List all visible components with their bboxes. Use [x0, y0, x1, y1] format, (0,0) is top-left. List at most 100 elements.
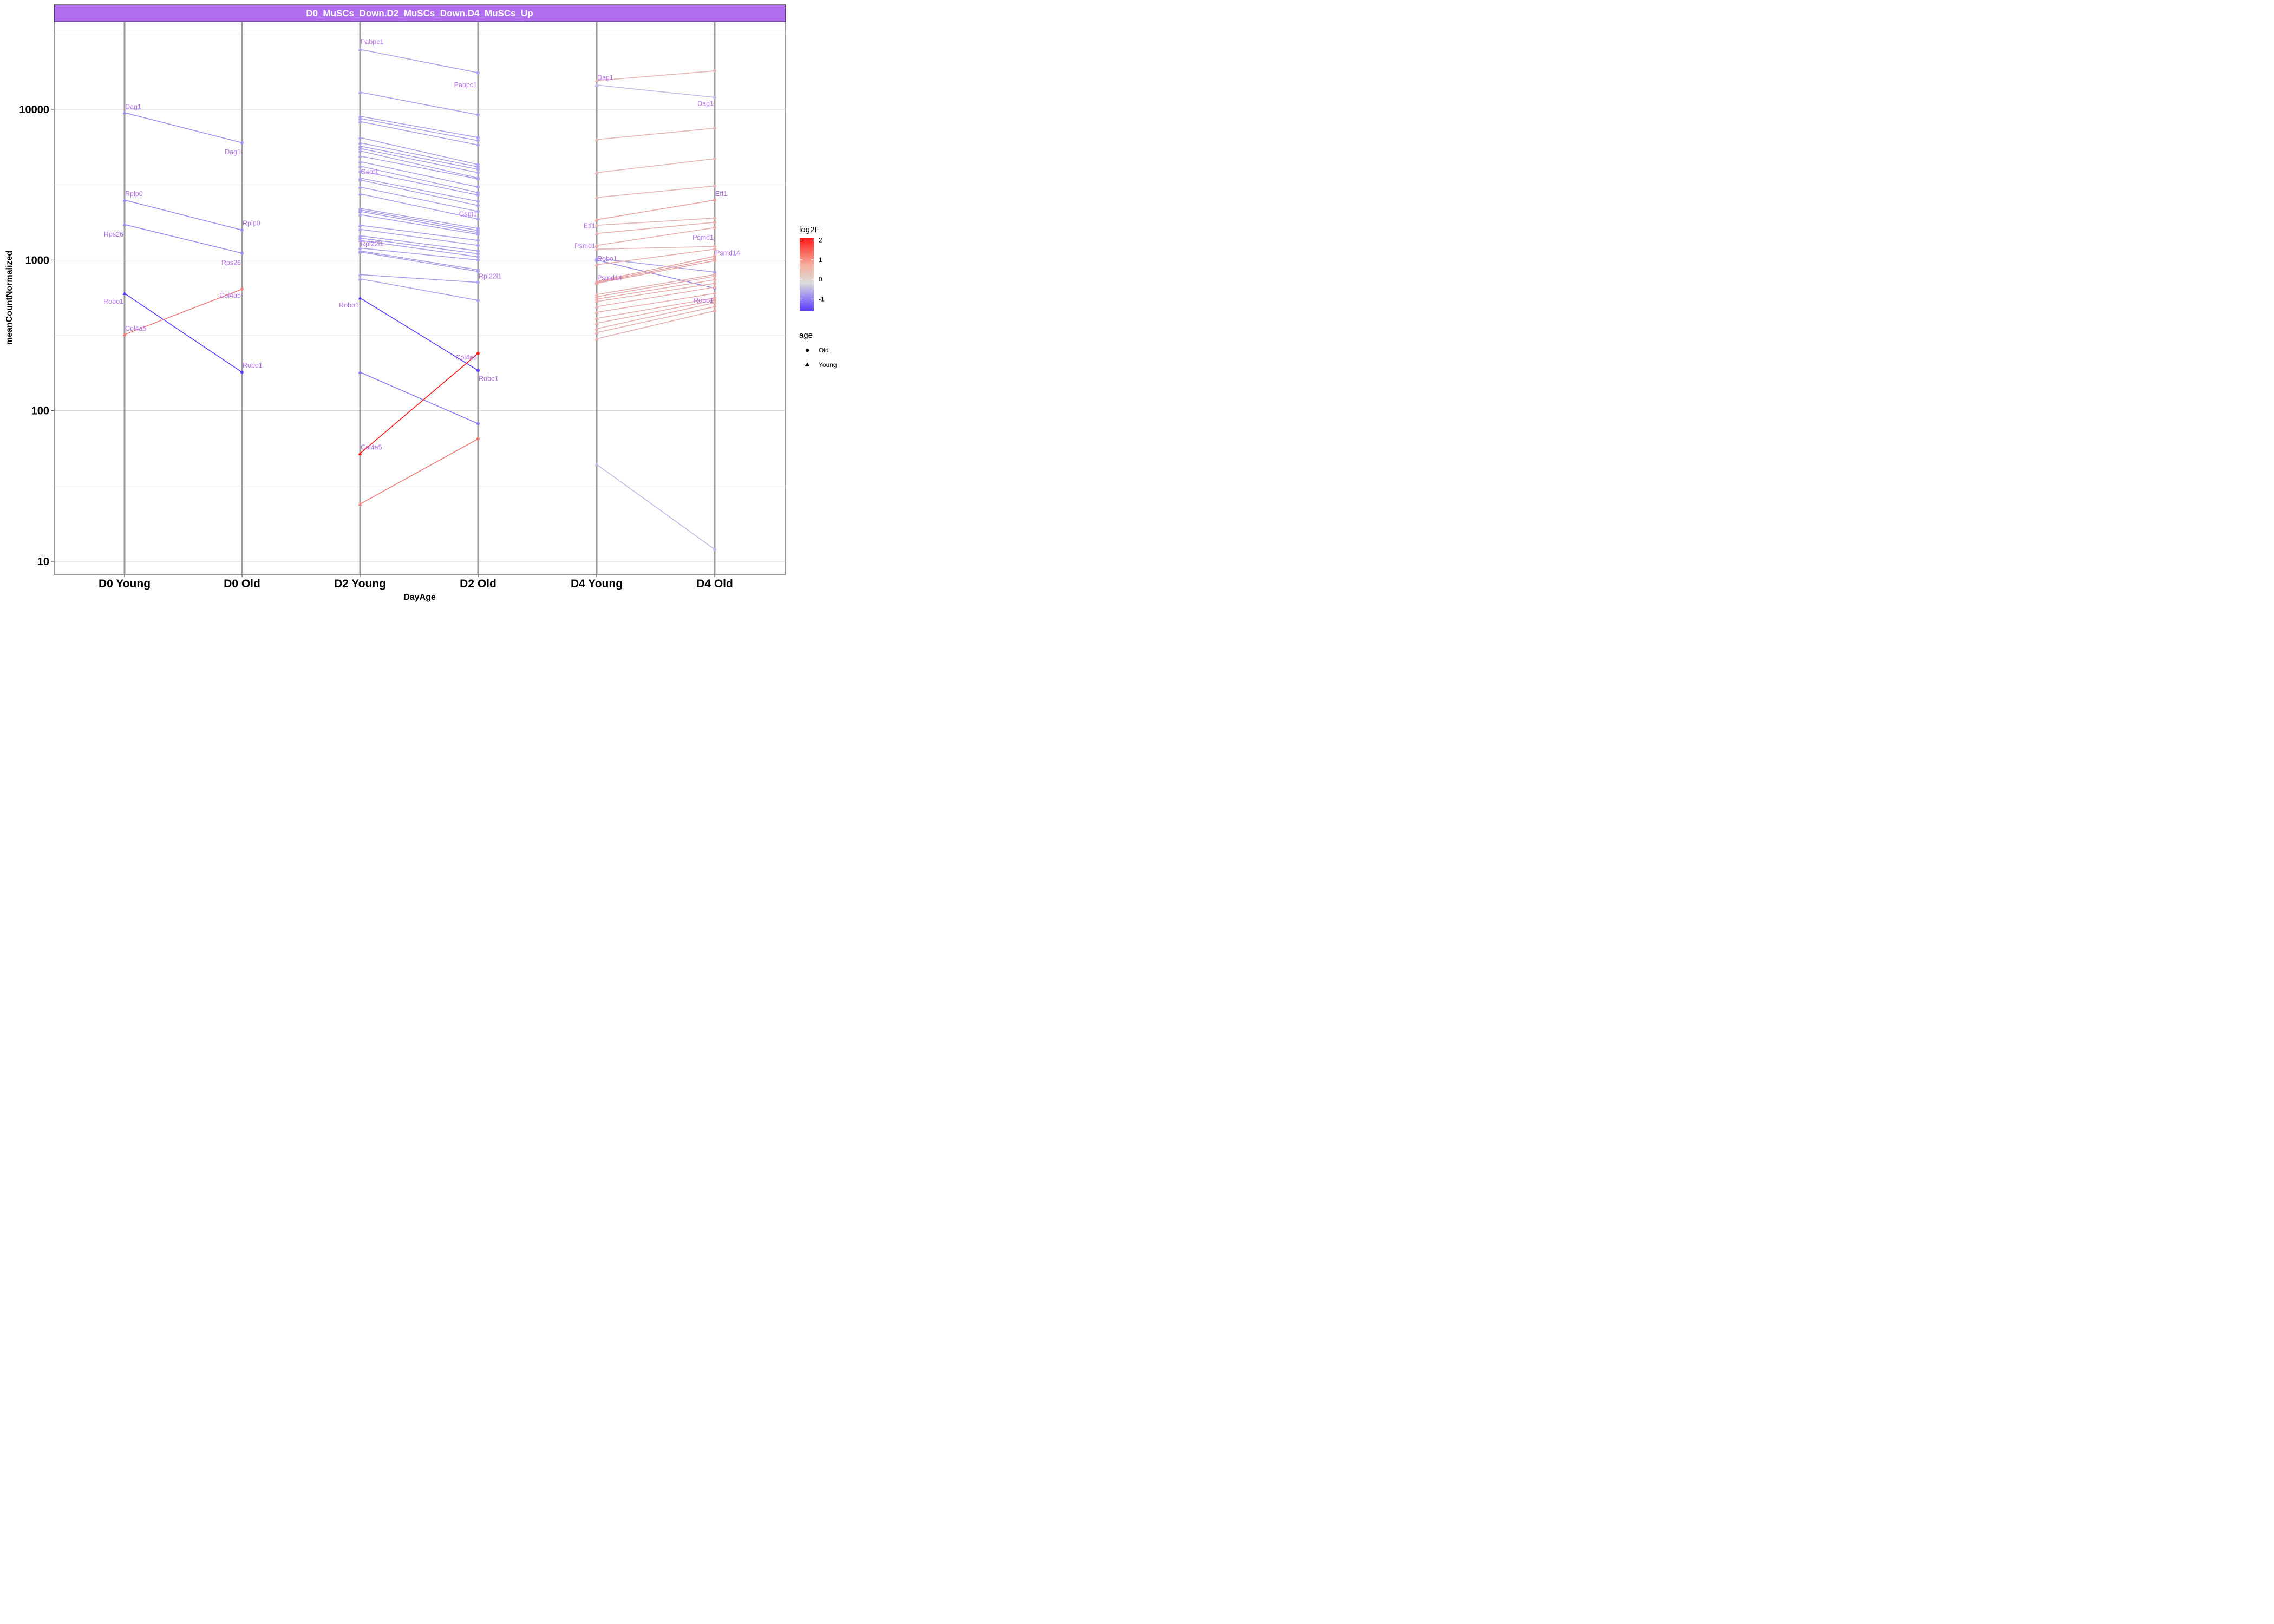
- data-point-young: [358, 212, 362, 217]
- gene-labels: Dag1 Dag1 Rplp0 Rps26 Rplp0 Rps26 Robo1 Col4a5 C…: [103, 38, 740, 451]
- plot-panel: [54, 21, 786, 575]
- data-point-young: [594, 263, 599, 266]
- data-point-young: [358, 119, 362, 123]
- data-point-young: [122, 291, 127, 295]
- gene-label: Rplp0: [125, 190, 143, 198]
- data-point-old: [713, 305, 716, 309]
- x-tick-label: D2 Young: [334, 578, 386, 590]
- series-line: [360, 211, 479, 233]
- gene-label: Etf1: [715, 190, 727, 198]
- data-point-old: [713, 198, 716, 202]
- data-point-old: [240, 370, 244, 374]
- gene-label: Rpl22l1: [479, 272, 501, 280]
- data-point-old: [713, 69, 716, 73]
- y-axis: 10 100 1000 10000: [19, 104, 54, 568]
- series-line: [360, 250, 479, 271]
- legend-color: log2F 2 1 0 -1: [799, 225, 825, 311]
- data-point-young: [358, 227, 362, 231]
- data-point-young: [358, 370, 362, 374]
- data-point-young: [358, 185, 362, 189]
- gene-label: Robo1: [103, 298, 123, 305]
- data-point-old: [476, 437, 480, 441]
- data-point-old: [240, 228, 244, 232]
- data-point-old: [240, 287, 244, 291]
- series-line: [596, 310, 715, 339]
- data-point-old: [476, 136, 480, 140]
- data-point-old: [713, 216, 716, 220]
- series-line: [596, 464, 715, 550]
- gene-label: Dag1: [125, 103, 141, 110]
- data-point-old: [476, 209, 480, 213]
- data-point-young: [594, 281, 599, 285]
- series-line: [360, 278, 479, 301]
- data-point-old: [476, 167, 480, 171]
- data-point-old: [476, 71, 480, 75]
- data-point-young: [594, 247, 599, 251]
- series-line: [360, 121, 479, 146]
- series-line: [360, 186, 479, 212]
- data-point-young: [122, 198, 127, 202]
- gene-label: Col4a5: [125, 325, 147, 332]
- data-point-young: [594, 310, 599, 314]
- data-point-old: [476, 249, 480, 253]
- series-line: [124, 199, 243, 231]
- gene-label: Col4a5: [361, 444, 382, 451]
- series-line: [596, 246, 715, 250]
- gene-label: Dag1: [597, 74, 613, 82]
- data-point-young: [594, 321, 599, 325]
- data-point-old: [713, 254, 716, 258]
- legend-color-bar: [800, 238, 814, 311]
- x-axis: D0 Young D0 Old D2 Young D2 Old D4 Young D4 O…: [99, 574, 733, 590]
- series-line: [124, 289, 243, 335]
- data-point-young: [358, 250, 362, 254]
- gene-label: Psmd14: [597, 274, 622, 282]
- data-point-old: [476, 171, 480, 174]
- data-point-young: [358, 178, 362, 182]
- y-axis-title: meanCountNormalized: [5, 251, 14, 345]
- data-point-young: [594, 137, 599, 141]
- series-line: [360, 208, 479, 229]
- y-tick-label: 10: [37, 556, 49, 568]
- data-point-young: [594, 171, 599, 174]
- series-line: [360, 235, 479, 252]
- legend-old-circle-icon: [805, 348, 809, 352]
- data-point-young: [594, 78, 599, 82]
- data-point-young: [358, 154, 362, 158]
- data-point-young: [358, 47, 362, 51]
- series-line: [596, 256, 715, 282]
- series-line: [360, 91, 479, 115]
- gene-label: Rplp0: [243, 220, 260, 227]
- data-point-young: [358, 192, 362, 195]
- data-point-young: [594, 316, 599, 320]
- data-point-young: [358, 223, 362, 227]
- data-points: [122, 47, 716, 551]
- legend-shape: age Old Young: [799, 331, 837, 369]
- data-point-young: [358, 135, 362, 139]
- data-point-old: [240, 141, 244, 145]
- data-point-old: [476, 298, 480, 302]
- series-line: [360, 225, 479, 241]
- data-point-old: [476, 422, 480, 425]
- data-point-old: [713, 296, 716, 300]
- data-point-young: [358, 277, 362, 280]
- gene-label: Robo1: [597, 255, 617, 263]
- data-point-young: [122, 222, 127, 226]
- series-line: [360, 214, 479, 235]
- series-line: [596, 293, 715, 313]
- data-point-young: [594, 294, 599, 299]
- facet-strip-background: [54, 4, 786, 22]
- data-point-young: [594, 256, 599, 260]
- data-point-old: [240, 251, 244, 255]
- data-point-old: [713, 278, 716, 281]
- gene-label: Robo1: [479, 375, 499, 383]
- x-tick-label: D0 Old: [224, 578, 260, 590]
- data-point-young: [358, 144, 362, 148]
- data-point-young: [358, 116, 362, 120]
- series-line: [124, 224, 243, 254]
- series-line: [596, 259, 715, 289]
- data-point-young: [358, 90, 362, 94]
- gene-label: Psmd1: [692, 234, 714, 241]
- data-point-young: [358, 114, 362, 118]
- data-point-old: [476, 177, 480, 181]
- data-point-old: [476, 232, 480, 236]
